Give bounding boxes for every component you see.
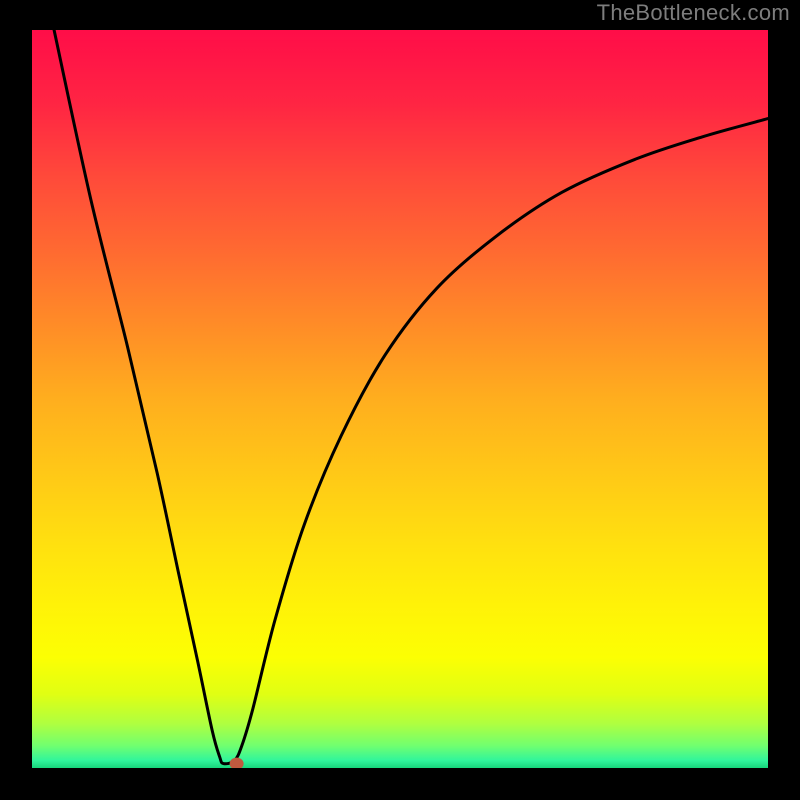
plot-svg (32, 30, 768, 768)
watermark-text: TheBottleneck.com (597, 0, 790, 26)
chart-frame: TheBottleneck.com (0, 0, 800, 800)
plot-area (32, 30, 768, 768)
gradient-background (32, 30, 768, 768)
